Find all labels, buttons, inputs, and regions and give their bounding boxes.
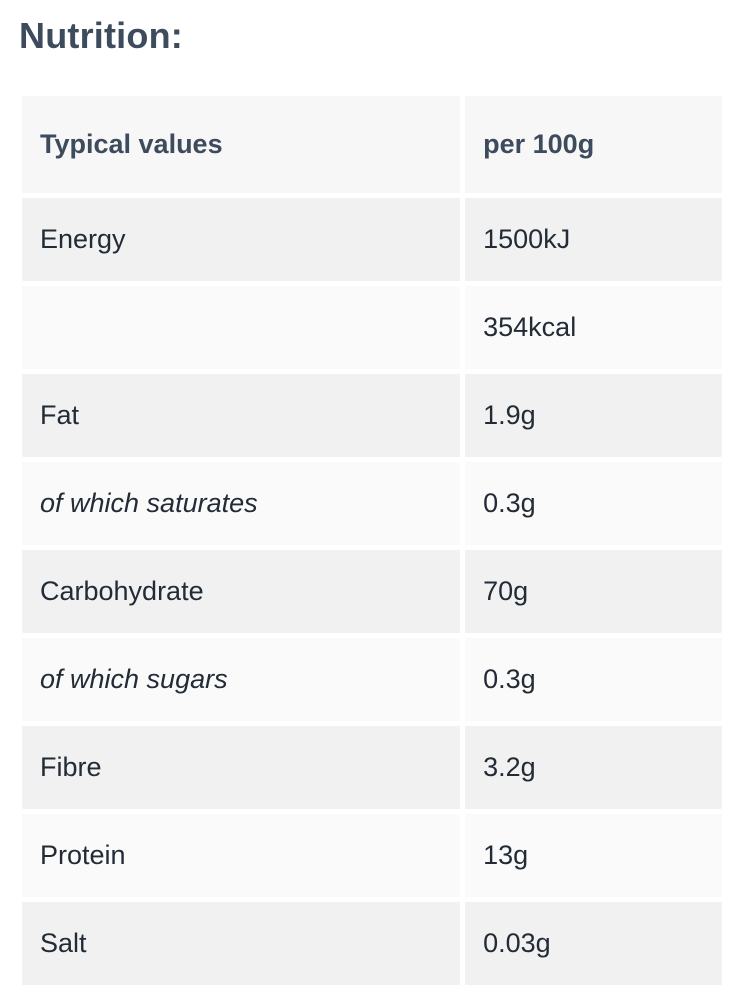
header-typical-values: Typical values (22, 96, 461, 193)
nutrient-name-carbohydrate: Carbohydrate (22, 550, 461, 633)
nutrient-value-salt: 0.03g (465, 902, 722, 985)
header-per-100g: per 100g (465, 96, 722, 193)
nutrient-value-energy-kcal: 354kcal (465, 286, 722, 369)
table-row: of which saturates 0.3g (22, 462, 722, 545)
table-row: of which sugars 0.3g (22, 638, 722, 721)
table-row: Fibre 3.2g (22, 726, 722, 809)
table-header-row: Typical values per 100g (22, 96, 722, 193)
nutrient-value-energy-kj: 1500kJ (465, 198, 722, 281)
table-row: Carbohydrate 70g (22, 550, 722, 633)
nutrient-value-fibre: 3.2g (465, 726, 722, 809)
nutrient-name-fat: Fat (22, 374, 461, 457)
table-row: Energy 1500kJ (22, 198, 722, 281)
nutrition-table: Typical values per 100g Energy 1500kJ 35… (17, 91, 727, 990)
table-row: Salt 0.03g (22, 902, 722, 985)
nutrient-value-protein: 13g (465, 814, 722, 897)
table-row: 354kcal (22, 286, 722, 369)
nutrient-value-sugars: 0.3g (465, 638, 722, 721)
nutrient-name-sugars: of which sugars (22, 638, 461, 721)
nutrient-value-fat: 1.9g (465, 374, 722, 457)
nutrient-value-saturates: 0.3g (465, 462, 722, 545)
table-row: Protein 13g (22, 814, 722, 897)
table-row: Fat 1.9g (22, 374, 722, 457)
nutrient-value-carbohydrate: 70g (465, 550, 722, 633)
nutrient-name-fibre: Fibre (22, 726, 461, 809)
nutrient-name-protein: Protein (22, 814, 461, 897)
nutrition-heading: Nutrition: (19, 15, 183, 56)
nutrient-name-salt: Salt (22, 902, 461, 985)
nutrient-name-energy: Energy (22, 198, 461, 281)
nutrient-name-saturates: of which saturates (22, 462, 461, 545)
nutrient-name-empty (22, 286, 461, 369)
